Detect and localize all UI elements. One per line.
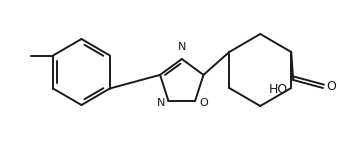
- Text: HO: HO: [269, 83, 288, 96]
- Text: O: O: [326, 79, 336, 93]
- Text: N: N: [177, 42, 186, 52]
- Text: O: O: [199, 98, 208, 108]
- Text: N: N: [157, 98, 165, 108]
